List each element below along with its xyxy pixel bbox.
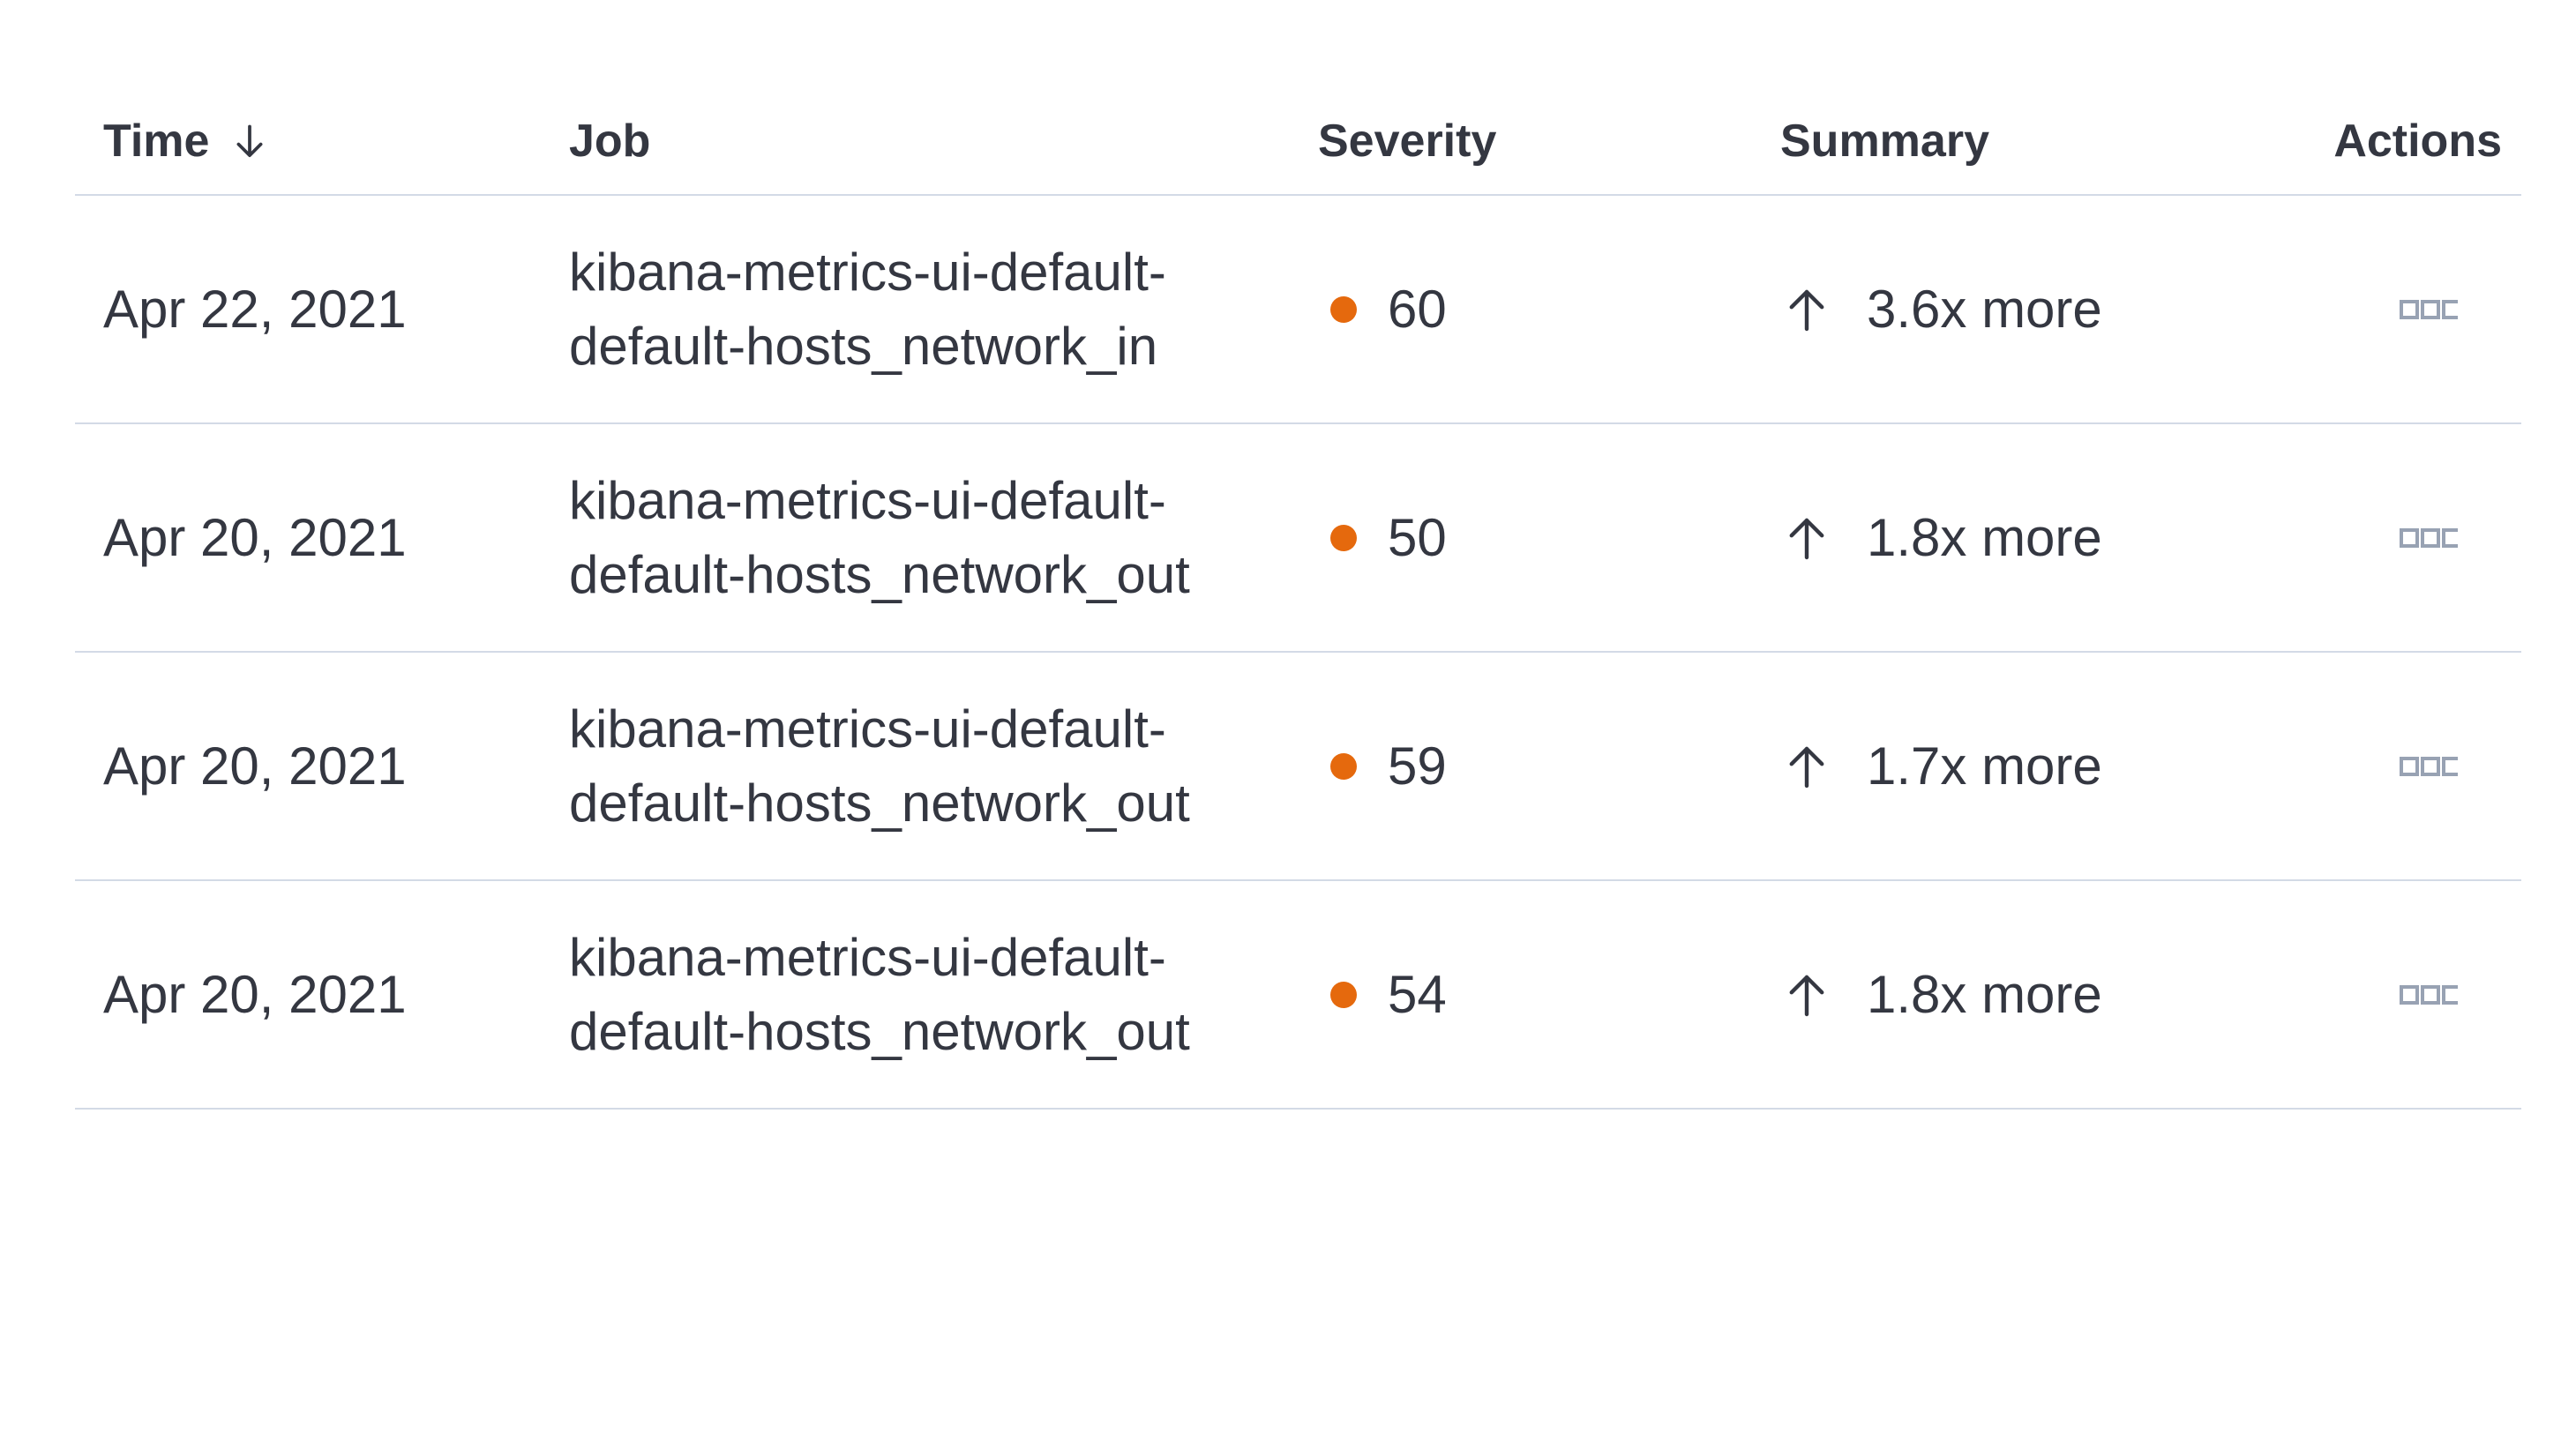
arrow-up-icon xyxy=(1789,289,1824,331)
column-header-job: Job xyxy=(569,115,1318,168)
boxes-horizontal-icon xyxy=(2400,299,2458,319)
column-header-job-label: Job xyxy=(569,116,651,167)
actions-cell xyxy=(2333,527,2521,548)
column-header-summary: Summary xyxy=(1780,115,2333,168)
time-value: Apr 20, 2021 xyxy=(103,736,407,796)
severity-cell: 54 xyxy=(1318,964,1780,1025)
table-body: Apr 22, 2021 kibana-metrics-ui-default-d… xyxy=(75,196,2521,1110)
severity-cell: 60 xyxy=(1318,279,1780,340)
arrow-up-icon xyxy=(1789,746,1824,788)
severity-dot-icon xyxy=(1330,981,1357,1008)
row-actions-button[interactable] xyxy=(2400,299,2458,319)
summary-value: 1.7x more xyxy=(1867,736,2102,796)
time-cell: Apr 20, 2021 xyxy=(75,964,569,1025)
column-header-summary-label: Summary xyxy=(1780,116,1989,167)
actions-cell xyxy=(2333,984,2521,1005)
column-header-severity: Severity xyxy=(1318,115,1780,168)
column-header-severity-label: Severity xyxy=(1318,116,1497,167)
severity-score: 59 xyxy=(1388,736,1447,796)
summary-cell: 1.8x more xyxy=(1780,507,2333,568)
job-id: kibana-metrics-ui-default-default-hosts_… xyxy=(569,699,1190,833)
arrow-up-icon xyxy=(1789,975,1824,1016)
sort-arrow-down-icon xyxy=(236,124,263,158)
row-actions-button[interactable] xyxy=(2400,984,2458,1005)
job-id: kibana-metrics-ui-default-default-hosts_… xyxy=(569,927,1190,1061)
summary-cell: 1.7x more xyxy=(1780,736,2333,796)
column-header-time-label: Time xyxy=(103,116,210,167)
table-row: Apr 22, 2021 kibana-metrics-ui-default-d… xyxy=(75,196,2521,424)
severity-cell: 59 xyxy=(1318,736,1780,796)
actions-cell xyxy=(2333,299,2521,319)
table-header-row: Time Job Severity Summary Actions xyxy=(75,88,2521,196)
summary-value: 1.8x more xyxy=(1867,508,2102,567)
job-cell: kibana-metrics-ui-default-default-hosts_… xyxy=(569,235,1318,384)
boxes-horizontal-icon xyxy=(2400,527,2458,548)
time-value: Apr 22, 2021 xyxy=(103,280,407,339)
job-cell: kibana-metrics-ui-default-default-hosts_… xyxy=(569,692,1318,841)
arrow-up-icon xyxy=(1789,518,1824,559)
summary-cell: 1.8x more xyxy=(1780,964,2333,1025)
summary-cell: 3.6x more xyxy=(1780,279,2333,340)
anomalies-table: Time Job Severity Summary Actions Apr 22… xyxy=(75,88,2521,1110)
time-cell: Apr 20, 2021 xyxy=(75,507,569,568)
column-header-time[interactable]: Time xyxy=(75,115,569,168)
time-value: Apr 20, 2021 xyxy=(103,508,407,567)
summary-value: 3.6x more xyxy=(1867,280,2102,339)
time-cell: Apr 20, 2021 xyxy=(75,736,569,796)
column-header-actions: Actions xyxy=(2333,115,2521,168)
severity-score: 54 xyxy=(1388,965,1447,1024)
table-row: Apr 20, 2021 kibana-metrics-ui-default-d… xyxy=(75,653,2521,881)
time-value: Apr 20, 2021 xyxy=(103,965,407,1024)
summary-value: 1.8x more xyxy=(1867,965,2102,1024)
severity-dot-icon xyxy=(1330,295,1357,323)
job-cell: kibana-metrics-ui-default-default-hosts_… xyxy=(569,921,1318,1069)
table-row: Apr 20, 2021 kibana-metrics-ui-default-d… xyxy=(75,881,2521,1110)
job-id: kibana-metrics-ui-default-default-hosts_… xyxy=(569,242,1166,376)
severity-dot-icon xyxy=(1330,752,1357,780)
job-id: kibana-metrics-ui-default-default-hosts_… xyxy=(569,470,1190,604)
boxes-horizontal-icon xyxy=(2400,984,2458,1005)
severity-score: 60 xyxy=(1388,280,1447,339)
row-actions-button[interactable] xyxy=(2400,756,2458,776)
table-row: Apr 20, 2021 kibana-metrics-ui-default-d… xyxy=(75,424,2521,653)
severity-score: 50 xyxy=(1388,508,1447,567)
time-cell: Apr 22, 2021 xyxy=(75,279,569,340)
boxes-horizontal-icon xyxy=(2400,756,2458,776)
row-actions-button[interactable] xyxy=(2400,527,2458,548)
actions-cell xyxy=(2333,756,2521,776)
job-cell: kibana-metrics-ui-default-default-hosts_… xyxy=(569,464,1318,612)
severity-cell: 50 xyxy=(1318,507,1780,568)
column-header-actions-label: Actions xyxy=(2333,116,2502,167)
severity-dot-icon xyxy=(1330,524,1357,551)
